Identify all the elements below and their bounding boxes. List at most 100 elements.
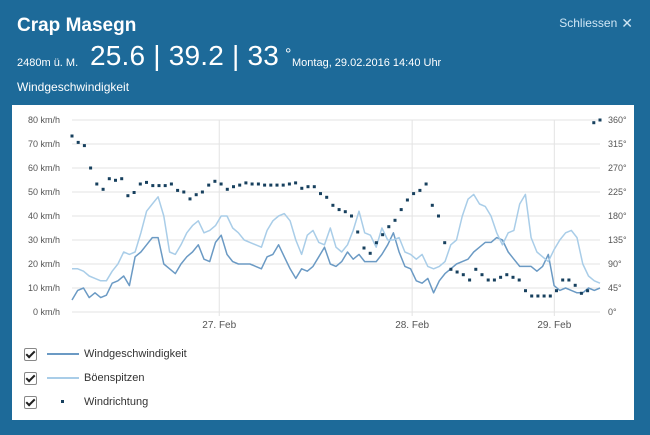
wind-direction-point bbox=[294, 181, 298, 185]
legend-item-direction[interactable]: Windrichtung bbox=[24, 390, 187, 414]
wind-direction-point bbox=[114, 178, 117, 182]
wind-direction-point bbox=[468, 278, 472, 282]
wind-direction-point bbox=[145, 180, 148, 184]
wind-direction-point bbox=[306, 185, 310, 189]
wind-direction-point bbox=[387, 225, 391, 229]
wind-direction-point bbox=[567, 278, 571, 282]
wind-direction-point bbox=[455, 270, 459, 274]
wind-direction-point bbox=[312, 185, 316, 189]
wind-direction-point bbox=[579, 291, 583, 295]
wind-direction-point bbox=[412, 192, 416, 196]
y-right-tick-label: 315° bbox=[608, 139, 627, 149]
series-line-windgeschwindigkeit bbox=[71, 232, 601, 301]
chart-panel: 0 km/h 0° 10 km/h 45° 20 km/h 90° 30 km/h 135° 4… bbox=[12, 105, 634, 420]
y-left-tick-label: 60 km/h bbox=[28, 163, 60, 173]
wind-direction-point bbox=[362, 246, 366, 250]
wind-direction-point bbox=[138, 182, 142, 186]
wind-direction-point bbox=[169, 182, 173, 186]
wind-direction-point bbox=[461, 273, 465, 277]
close-button[interactable]: Schliessen ✕ bbox=[559, 16, 633, 30]
wind-direction-point bbox=[524, 289, 527, 293]
direction-checkbox[interactable] bbox=[24, 395, 37, 409]
wind-direction-point bbox=[517, 278, 521, 282]
wind-direction-point bbox=[250, 182, 254, 186]
wind-direction-point bbox=[319, 192, 322, 196]
y-left-tick-label: 70 km/h bbox=[28, 139, 60, 149]
wind-direction-point bbox=[430, 203, 434, 207]
wind-direction-point bbox=[256, 182, 260, 186]
y-right-tick-label: 270° bbox=[608, 163, 627, 173]
wind-direction-point bbox=[418, 188, 422, 192]
y-right-tick-label: 360° bbox=[608, 115, 627, 125]
wind-direction-point bbox=[275, 183, 279, 187]
wind-direction-point bbox=[381, 233, 385, 237]
gusts-checkbox[interactable] bbox=[24, 371, 37, 385]
wind-direction-point bbox=[374, 241, 378, 245]
wind-direction-point bbox=[176, 188, 180, 192]
wind-direction-point bbox=[244, 181, 248, 185]
wind-direction-point bbox=[151, 184, 155, 188]
altitude: 2480m ü. M. bbox=[17, 57, 79, 69]
wind-direction-point bbox=[70, 134, 74, 138]
x-tick-label: 27. Feb bbox=[202, 320, 236, 331]
wind-direction-point bbox=[499, 275, 503, 279]
station-title: Crap Masegn bbox=[17, 15, 137, 36]
wind-direction-point bbox=[194, 193, 198, 197]
wind-direction-point bbox=[76, 140, 80, 144]
legend-item-windspeed[interactable]: Windgeschwindigkeit bbox=[24, 342, 187, 366]
wind-direction-point bbox=[200, 190, 204, 194]
series-line-böenspitzen bbox=[72, 193, 601, 284]
direction-label: Windrichtung bbox=[84, 396, 149, 408]
y-left-tick-label: 10 km/h bbox=[28, 283, 60, 293]
chart-section-title: Windgeschwindigkeit bbox=[17, 80, 130, 94]
wind-direction-point bbox=[492, 278, 496, 282]
wind-direction-point bbox=[219, 182, 223, 186]
wind-chart: 0 km/h 0° 10 km/h 45° 20 km/h 90° 30 km/h 135° 4… bbox=[28, 115, 627, 331]
wind-direction-point bbox=[424, 182, 428, 186]
x-tick-label: 29. Feb bbox=[537, 320, 571, 331]
wind-direction-point bbox=[287, 182, 291, 186]
y-right-tick-label: 90° bbox=[608, 259, 622, 269]
wind-direction-point bbox=[132, 191, 136, 194]
legend-item-gusts[interactable]: Böenspitzen bbox=[24, 366, 187, 390]
y-right-tick-label: 0° bbox=[608, 307, 617, 317]
wind-direction-point bbox=[89, 166, 93, 170]
wind-direction-point bbox=[586, 289, 590, 293]
wind-direction-point bbox=[238, 183, 242, 187]
y-right-tick-label: 45° bbox=[608, 283, 622, 293]
wind-direction-point bbox=[337, 208, 341, 212]
degree-symbol: ° bbox=[285, 46, 292, 63]
wind-direction-point bbox=[331, 203, 335, 207]
wind-direction-point bbox=[325, 195, 329, 199]
wind-direction-point bbox=[474, 267, 478, 271]
wind-direction-point bbox=[126, 194, 130, 198]
windspeed-checkbox[interactable] bbox=[24, 347, 37, 361]
wind-direction-point bbox=[225, 187, 229, 191]
wind-direction-point bbox=[598, 118, 602, 122]
wind-direction-point bbox=[182, 190, 186, 194]
wind-direction-point bbox=[405, 198, 409, 202]
close-label: Schliessen bbox=[559, 16, 618, 30]
y-left-tick-label: 0 km/h bbox=[33, 307, 60, 317]
wind-direction-point bbox=[480, 273, 484, 277]
gusts-label: Böenspitzen bbox=[84, 372, 145, 384]
windspeed-swatch bbox=[47, 348, 79, 360]
y-left-tick-label: 40 km/h bbox=[28, 211, 60, 221]
wind-direction-point bbox=[511, 275, 515, 279]
close-icon: ✕ bbox=[621, 15, 633, 31]
wind-direction-point bbox=[368, 251, 372, 255]
wind-direction-point bbox=[505, 273, 509, 277]
wind-direction-point bbox=[232, 185, 235, 189]
wind-direction-point bbox=[542, 294, 546, 298]
wind-direction-point bbox=[399, 208, 403, 212]
timestamp: Montag, 29.02.2016 14:40 Uhr bbox=[292, 57, 442, 69]
x-tick-label: 28. Feb bbox=[395, 320, 429, 331]
y-left-tick-label: 30 km/h bbox=[28, 235, 60, 245]
y-right-tick-label: 180° bbox=[608, 211, 627, 221]
wind-direction-point bbox=[157, 184, 161, 188]
wind-direction-point bbox=[592, 121, 596, 125]
wind-direction-point bbox=[393, 218, 397, 222]
wind-direction-point bbox=[350, 214, 353, 218]
y-left-tick-label: 20 km/h bbox=[28, 259, 60, 269]
wind-direction-point bbox=[443, 241, 447, 245]
